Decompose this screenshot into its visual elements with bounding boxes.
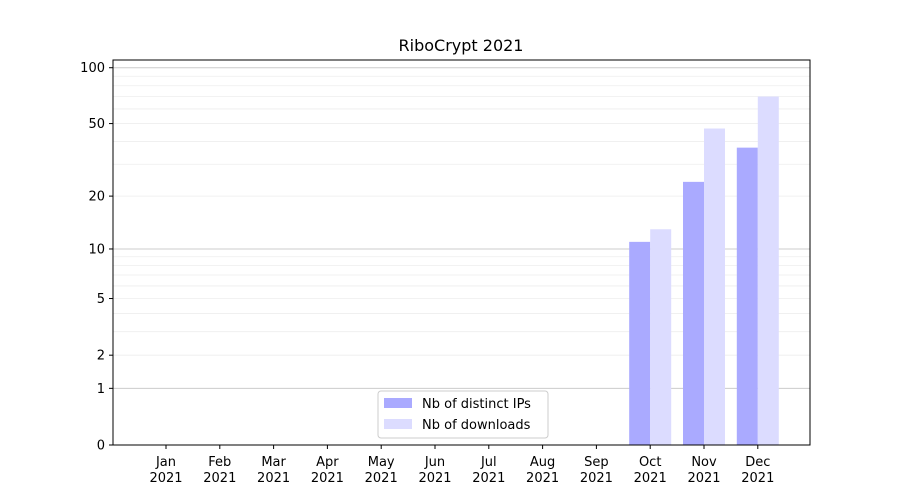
legend-swatch-ips [384, 398, 412, 408]
x-tick-label-month: Dec [745, 455, 770, 470]
bar-distinct-ips [736, 147, 758, 445]
y-tick-label: 100 [80, 61, 105, 76]
x-axis: Jan2021Feb2021Mar2021Apr2021May2021Jun20… [149, 445, 774, 486]
bar-distinct-ips [629, 241, 651, 445]
x-tick-label-year: 2021 [634, 471, 667, 486]
legend-box [377, 390, 549, 439]
x-tick-label-month: Jan [155, 455, 176, 470]
x-tick-label-year: 2021 [526, 471, 559, 486]
chart-title: RiboCrypt 2021 [399, 36, 524, 55]
x-tick-label-year: 2021 [741, 471, 774, 486]
y-tick-label: 5 [97, 292, 105, 307]
x-tick-label-month: Mar [261, 455, 286, 470]
y-tick-label: 20 [88, 190, 105, 205]
y-tick-label: 2 [97, 349, 105, 364]
x-tick-label-month: Oct [639, 455, 661, 470]
x-tick-label-month: Jun [424, 455, 445, 470]
x-tick-label-year: 2021 [687, 471, 720, 486]
x-tick-label-month: Nov [691, 455, 717, 470]
x-tick-label-year: 2021 [365, 471, 398, 486]
bar-distinct-ips [683, 181, 704, 446]
grid [113, 67, 810, 389]
x-tick-label-month: Sep [584, 455, 609, 470]
y-tick-label: 0 [97, 439, 105, 454]
plot-frame [112, 59, 811, 446]
legend-label-downloads: Nb of downloads [422, 418, 531, 433]
x-tick-label-year: 2021 [149, 471, 182, 486]
x-tick-label-year: 2021 [311, 471, 344, 486]
x-tick-label-year: 2021 [257, 471, 290, 486]
x-tick-label-month: Feb [208, 455, 231, 470]
legend-swatch-downloads [384, 419, 412, 429]
x-tick-label-month: Aug [530, 455, 555, 470]
x-tick-label-month: Apr [316, 455, 339, 470]
bar-downloads [704, 128, 725, 445]
y-axis: 0 1 2 5 10 20 50 100 [80, 61, 113, 454]
legend: Nb of distinct IPs Nb of downloads [377, 390, 549, 439]
x-tick-label-year: 2021 [580, 471, 613, 486]
x-tick-label-year: 2021 [472, 471, 505, 486]
legend-label-ips: Nb of distinct IPs [422, 397, 531, 412]
y-tick-label: 50 [88, 117, 105, 132]
x-tick-label-year: 2021 [203, 471, 236, 486]
bar-downloads [757, 96, 779, 445]
y-tick-label: 1 [97, 382, 105, 397]
bars [629, 96, 779, 446]
bar-downloads [650, 229, 672, 445]
x-tick-label-year: 2021 [418, 471, 451, 486]
x-tick-label-month: May [368, 455, 395, 470]
y-tick-label: 10 [88, 242, 105, 257]
x-tick-label-month: Jul [480, 455, 497, 470]
